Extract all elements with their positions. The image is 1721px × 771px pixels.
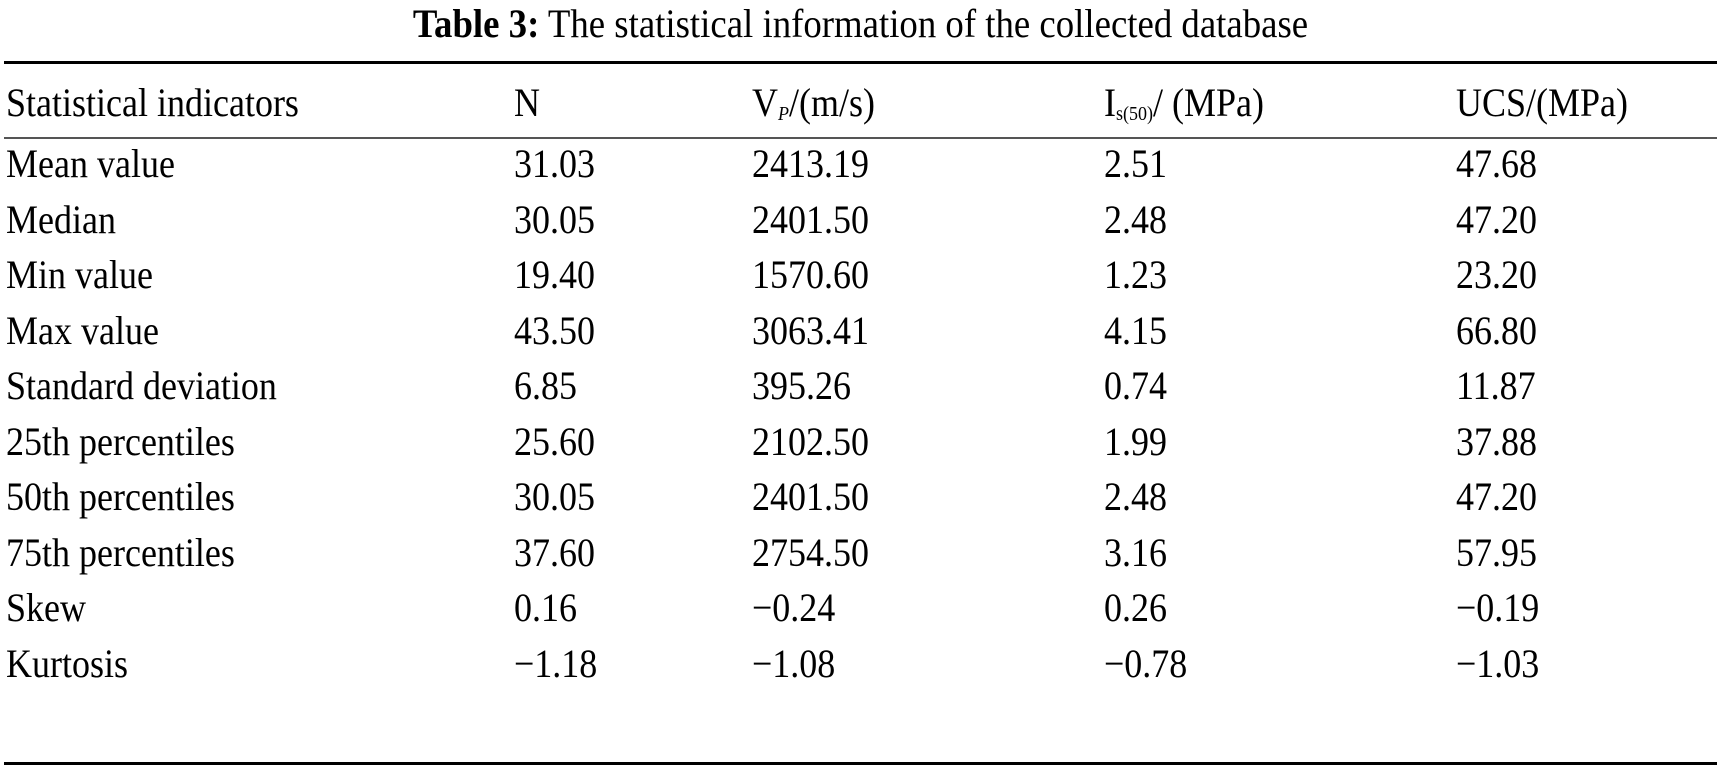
- table-row: Mean value 31.03 2413.19 2.51 47.68: [0, 133, 1721, 194]
- cell-vp: 395.26: [752, 363, 851, 408]
- cell-is50: 4.15: [1104, 307, 1167, 353]
- cell-is50: 2.48: [1104, 474, 1167, 519]
- cell-n: 0.16: [514, 585, 577, 630]
- cell-vp: 1570.60: [752, 252, 869, 297]
- cell-indicator: Skew: [6, 585, 87, 630]
- cell-vp: 2102.50: [752, 418, 869, 464]
- cell-ucs: 11.87: [1456, 363, 1536, 408]
- header-n: N: [514, 80, 541, 125]
- cell-n: 43.50: [514, 307, 595, 353]
- table-row: Min value 19.40 1570.60 1.23 23.20: [0, 244, 1721, 305]
- table-row: Median 30.05 2401.50 2.48 47.20: [0, 189, 1721, 250]
- cell-ucs: 47.20: [1456, 474, 1537, 519]
- cell-ucs: 66.80: [1456, 307, 1537, 353]
- cell-is50: 2.48: [1104, 196, 1167, 242]
- caption-label: Table 3:: [412, 1, 540, 46]
- table-row: Standard deviation 6.85 395.26 0.74 11.87: [0, 355, 1721, 416]
- cell-vp: 2754.50: [752, 529, 869, 575]
- header-ucs: UCS/(MPa): [1456, 80, 1629, 125]
- cell-vp: 2413.19: [752, 141, 869, 186]
- cell-ucs: 37.88: [1456, 418, 1537, 464]
- cell-vp: −0.24: [752, 585, 836, 630]
- cell-vp: 2401.50: [752, 196, 869, 242]
- cell-indicator: Max value: [6, 307, 159, 353]
- cell-is50: 1.23: [1104, 252, 1167, 297]
- cell-ucs: 47.20: [1456, 196, 1537, 242]
- cell-n: 37.60: [514, 529, 595, 575]
- cell-is50: 0.26: [1104, 585, 1167, 630]
- table-row: Skew 0.16 −0.24 0.26 −0.19: [0, 577, 1721, 638]
- table-header-row: Statistical indicators N VP/(m/s) Is(50)…: [0, 72, 1721, 133]
- cell-ucs: 23.20: [1456, 252, 1537, 297]
- table-row: Max value 43.50 3063.41 4.15 66.80: [0, 300, 1721, 361]
- table-row: Kurtosis −1.18 −1.08 −0.78 −1.03: [0, 633, 1721, 694]
- cell-vp: −1.08: [752, 640, 836, 686]
- cell-indicator: 75th percentiles: [6, 529, 235, 575]
- cell-n: 19.40: [514, 252, 595, 297]
- cell-is50: 2.51: [1104, 141, 1167, 186]
- cell-ucs: −1.03: [1456, 640, 1540, 686]
- cell-ucs: −0.19: [1456, 585, 1540, 630]
- header-is50: Is(50)/ (MPa): [1104, 80, 1264, 125]
- table-bottom-rule: [4, 762, 1717, 765]
- table-top-rule: [4, 61, 1717, 64]
- table-row: 50th percentiles 30.05 2401.50 2.48 47.20: [0, 466, 1721, 527]
- cell-indicator: 25th percentiles: [6, 418, 235, 464]
- cell-n: 31.03: [514, 141, 595, 186]
- cell-n: −1.18: [514, 640, 598, 686]
- cell-n: 6.85: [514, 363, 577, 408]
- cell-indicator: 50th percentiles: [6, 474, 235, 519]
- cell-indicator: Kurtosis: [6, 640, 129, 686]
- cell-indicator: Min value: [6, 252, 153, 297]
- table-header-rule: [4, 137, 1717, 139]
- table-row: 75th percentiles 37.60 2754.50 3.16 57.95: [0, 522, 1721, 583]
- caption-text: The statistical information of the colle…: [547, 1, 1309, 46]
- table-caption: Table 3: The statistical information of …: [69, 2, 1652, 46]
- cell-n: 30.05: [514, 474, 595, 519]
- header-indicator: Statistical indicators: [6, 80, 299, 125]
- cell-is50: 1.99: [1104, 418, 1167, 464]
- cell-indicator: Median: [6, 196, 116, 242]
- cell-ucs: 57.95: [1456, 529, 1537, 575]
- cell-is50: −0.78: [1104, 640, 1188, 686]
- cell-vp: 2401.50: [752, 474, 869, 519]
- cell-is50: 3.16: [1104, 529, 1167, 575]
- cell-vp: 3063.41: [752, 307, 869, 353]
- table-row: 25th percentiles 25.60 2102.50 1.99 37.88: [0, 411, 1721, 472]
- cell-is50: 0.74: [1104, 363, 1167, 408]
- cell-indicator: Mean value: [6, 141, 175, 186]
- cell-indicator: Standard deviation: [6, 363, 277, 408]
- header-vp: VP/(m/s): [752, 80, 875, 125]
- cell-n: 25.60: [514, 418, 595, 464]
- cell-n: 30.05: [514, 196, 595, 242]
- cell-ucs: 47.68: [1456, 141, 1537, 186]
